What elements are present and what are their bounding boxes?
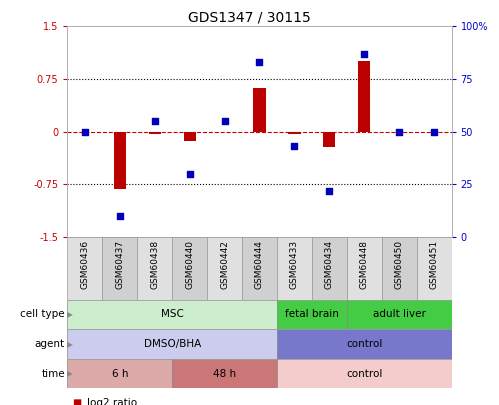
- Point: [221, 118, 229, 124]
- Text: 6 h: 6 h: [111, 369, 128, 379]
- Text: GSM60433: GSM60433: [290, 240, 299, 289]
- Point: [255, 59, 263, 65]
- Bar: [347, 237, 382, 300]
- Text: GSM60450: GSM60450: [395, 240, 404, 289]
- Bar: [149, 132, 161, 134]
- Bar: [172, 359, 277, 388]
- Text: log2 ratio: log2 ratio: [87, 398, 137, 405]
- Bar: [277, 329, 452, 359]
- Text: GSM60442: GSM60442: [220, 240, 229, 289]
- Bar: [102, 237, 137, 300]
- Text: ▶: ▶: [67, 339, 73, 349]
- Bar: [382, 237, 417, 300]
- Text: agent: agent: [35, 339, 65, 349]
- Text: adult liver: adult liver: [373, 309, 426, 320]
- Text: GSM60436: GSM60436: [80, 240, 89, 289]
- Text: time: time: [41, 369, 65, 379]
- Bar: [172, 237, 207, 300]
- Point: [430, 128, 438, 135]
- Bar: [207, 237, 242, 300]
- Text: GSM60451: GSM60451: [430, 240, 439, 289]
- Point: [325, 188, 333, 194]
- Text: GSM60448: GSM60448: [360, 240, 369, 289]
- Text: DMSO/BHA: DMSO/BHA: [144, 339, 201, 349]
- Point: [360, 51, 368, 57]
- Point: [395, 128, 403, 135]
- Text: GSM60444: GSM60444: [255, 240, 264, 289]
- Text: GSM60434: GSM60434: [325, 240, 334, 289]
- Point: [290, 143, 298, 149]
- Bar: [347, 300, 452, 329]
- Point: [186, 171, 194, 177]
- Bar: [417, 237, 452, 300]
- Bar: [184, 132, 196, 141]
- Bar: [67, 359, 172, 388]
- Point: [151, 118, 159, 124]
- Bar: [323, 132, 335, 147]
- Text: 48 h: 48 h: [213, 369, 236, 379]
- Bar: [277, 237, 312, 300]
- Bar: [277, 359, 452, 388]
- Text: cell type: cell type: [20, 309, 65, 320]
- Text: GDS1347 / 30115: GDS1347 / 30115: [188, 10, 311, 24]
- Point: [116, 213, 124, 219]
- Bar: [242, 237, 277, 300]
- Text: control: control: [346, 339, 382, 349]
- Text: GSM60440: GSM60440: [185, 240, 194, 289]
- Bar: [358, 62, 370, 132]
- Text: MSC: MSC: [161, 309, 184, 320]
- Text: ■: ■: [72, 398, 82, 405]
- Bar: [312, 237, 347, 300]
- Text: GSM60437: GSM60437: [115, 240, 124, 289]
- Text: ▶: ▶: [67, 369, 73, 378]
- Text: fetal brain: fetal brain: [285, 309, 339, 320]
- Text: ▶: ▶: [67, 310, 73, 319]
- Bar: [277, 300, 347, 329]
- Text: GSM60438: GSM60438: [150, 240, 159, 289]
- Bar: [67, 237, 102, 300]
- Bar: [288, 132, 300, 134]
- Bar: [67, 329, 277, 359]
- Bar: [137, 237, 172, 300]
- Bar: [114, 132, 126, 189]
- Point: [81, 128, 89, 135]
- Bar: [67, 300, 277, 329]
- Bar: [253, 88, 265, 132]
- Text: control: control: [346, 369, 382, 379]
